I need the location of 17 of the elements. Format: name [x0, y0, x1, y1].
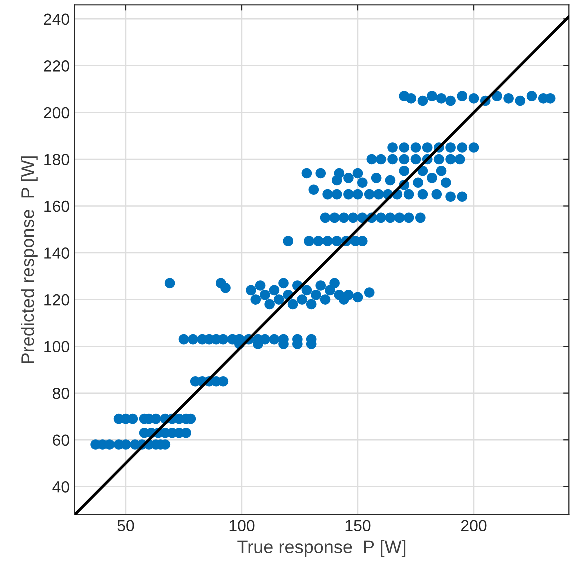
y-tick-label: 40 [52, 482, 70, 493]
y-tick-label: 240 [44, 14, 70, 26]
y-tick-label: 160 [44, 200, 70, 212]
y-tick-label: 120 [44, 294, 70, 306]
y-axis-title: Predicted response P [W] [21, 156, 38, 364]
x-tick-label: 150 [346, 520, 371, 532]
y-tick-label: 220 [44, 60, 70, 72]
y-tick-label: 140 [44, 248, 70, 259]
x-tick-label: 100 [230, 520, 255, 532]
y-tick-label: 100 [44, 341, 70, 353]
y-tick-label: 180 [44, 154, 70, 166]
y-tick-label: 80 [53, 388, 70, 400]
y-tick-label: 200 [44, 107, 70, 119]
x-tick-label: 50 [118, 520, 134, 532]
x-axis-title: True response P [W] [238, 540, 406, 558]
y-tick-label: 60 [53, 434, 70, 446]
x-tick-label: 200 [461, 520, 487, 532]
